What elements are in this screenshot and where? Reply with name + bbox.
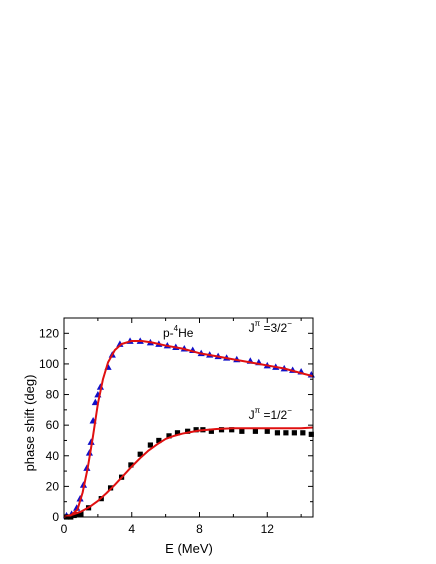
square-point [166, 433, 172, 439]
annotation-ann12: Jπ =1/2− [249, 406, 293, 422]
title-superscript: 4 [174, 324, 179, 333]
square-point [283, 430, 289, 436]
square-point [229, 427, 235, 433]
annotation-part: − [287, 319, 292, 328]
square-point [156, 437, 162, 444]
fit-lines-layer [63, 339, 314, 518]
square-point [264, 428, 270, 434]
plot-frame [63, 317, 314, 518]
square-point [300, 430, 306, 436]
x-tick-label: 12 [261, 522, 275, 536]
square-point [252, 428, 259, 434]
annotation-part: − [287, 406, 292, 415]
annotation-ann32: Jπ =3/2− [249, 319, 293, 335]
square-point [193, 427, 199, 433]
y-tick-label: 0 [52, 510, 59, 524]
y-tick-label: 120 [39, 326, 59, 340]
x-tick-label: 4 [128, 522, 135, 536]
chart-title: p-4He [163, 324, 194, 340]
annotation-part: J [249, 408, 255, 422]
y-tick-label: 60 [46, 418, 60, 432]
x-axis-label: E (MeV) [165, 541, 213, 556]
annotation-part: π [255, 406, 261, 415]
state-annotations: Jπ =3/2−Jπ =1/2− [249, 319, 293, 422]
y-axis-label: phase shift (deg) [22, 375, 37, 472]
annotation-part: J [249, 321, 255, 335]
square-point [274, 430, 281, 436]
title-suffix: He [178, 326, 194, 340]
square-point [78, 511, 84, 517]
square-point [71, 512, 77, 519]
y-tick-label: 20 [46, 479, 60, 493]
y-tick-label: 100 [39, 357, 59, 371]
triangle-point [96, 383, 105, 390]
square-point [137, 451, 143, 457]
y-tick-label: 40 [46, 449, 60, 463]
square-point [147, 442, 153, 448]
square-point [208, 428, 214, 434]
plot-marks [62, 337, 315, 520]
title-prefix: p- [163, 326, 174, 340]
square-point [291, 430, 297, 436]
annotation-part: π [255, 319, 261, 328]
square-point [174, 430, 181, 436]
square-point [74, 512, 81, 518]
square-point [239, 428, 245, 434]
square-point [185, 428, 191, 434]
triangle-point [116, 340, 124, 347]
square-point [308, 431, 314, 437]
x-tick-label: 0 [61, 522, 68, 536]
y-tick-label: 80 [46, 388, 60, 402]
annotation-part: =1/2 [260, 408, 287, 422]
fit-curve-1 [63, 339, 314, 518]
square-point [128, 462, 134, 468]
fit-curve-3 [63, 426, 314, 518]
x-tick-label: 8 [196, 522, 203, 536]
annotation-part: =3/2 [260, 321, 287, 335]
